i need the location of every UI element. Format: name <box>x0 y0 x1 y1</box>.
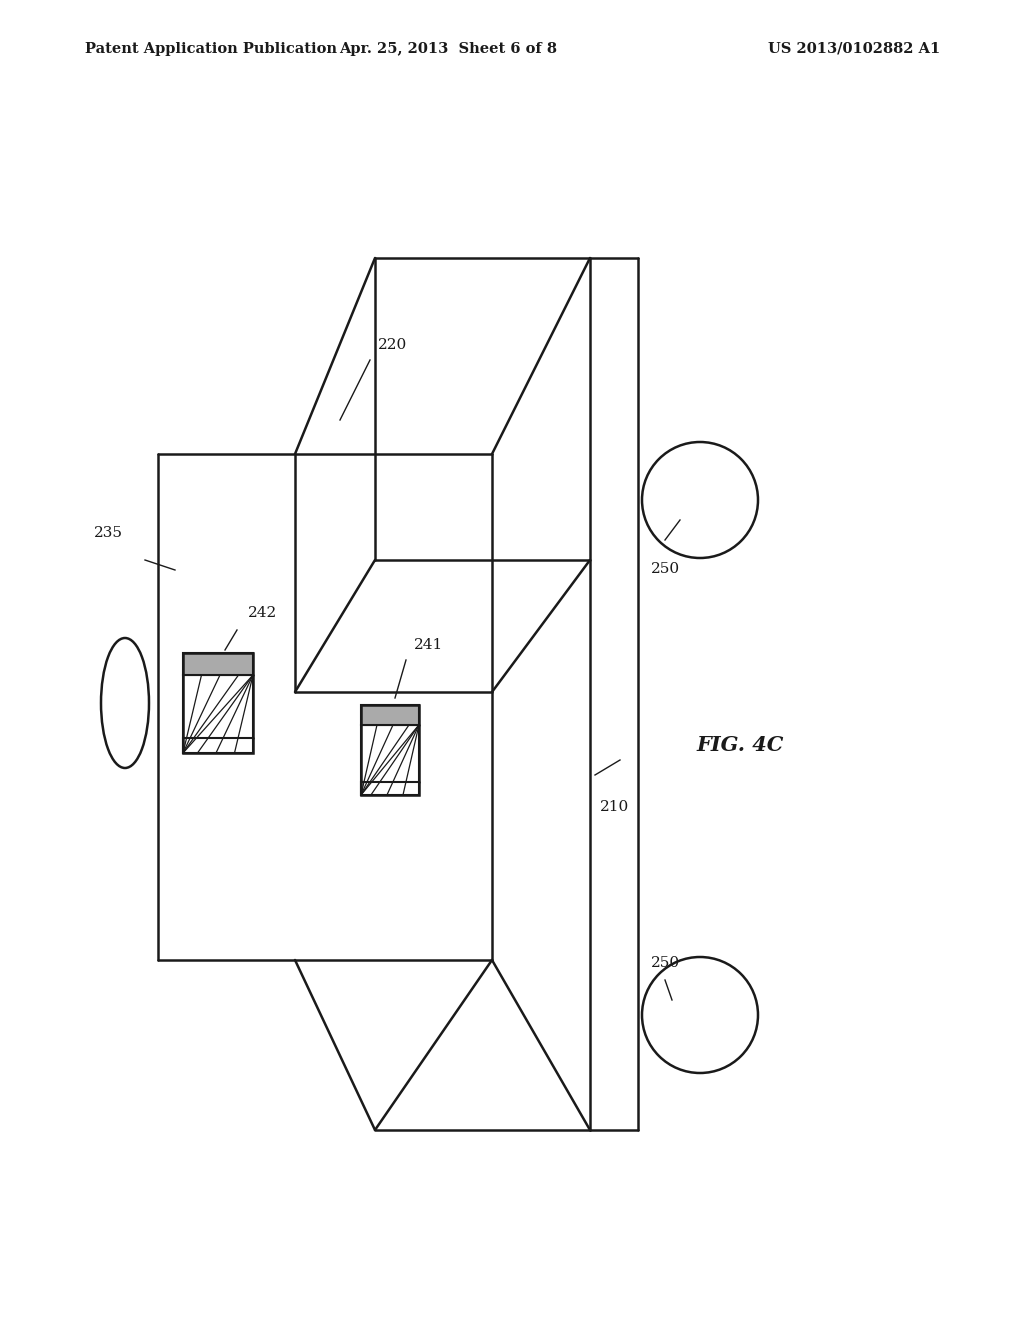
Bar <box>183 653 253 752</box>
Bar <box>183 738 253 752</box>
Bar <box>361 781 419 795</box>
Text: 242: 242 <box>248 606 278 620</box>
Ellipse shape <box>101 638 150 768</box>
Bar <box>361 705 419 725</box>
Bar <box>361 705 419 795</box>
Text: US 2013/0102882 A1: US 2013/0102882 A1 <box>768 42 940 55</box>
Bar <box>361 725 419 795</box>
Text: 250: 250 <box>650 956 680 970</box>
Text: 235: 235 <box>93 525 123 540</box>
Text: 210: 210 <box>600 800 630 814</box>
Text: 220: 220 <box>378 338 408 352</box>
Bar <box>183 653 253 675</box>
Text: 241: 241 <box>414 638 443 652</box>
Text: Apr. 25, 2013  Sheet 6 of 8: Apr. 25, 2013 Sheet 6 of 8 <box>339 42 557 55</box>
Text: Patent Application Publication: Patent Application Publication <box>85 42 337 55</box>
Bar <box>183 675 253 752</box>
Text: 250: 250 <box>650 562 680 576</box>
Text: FIG. 4C: FIG. 4C <box>696 735 783 755</box>
